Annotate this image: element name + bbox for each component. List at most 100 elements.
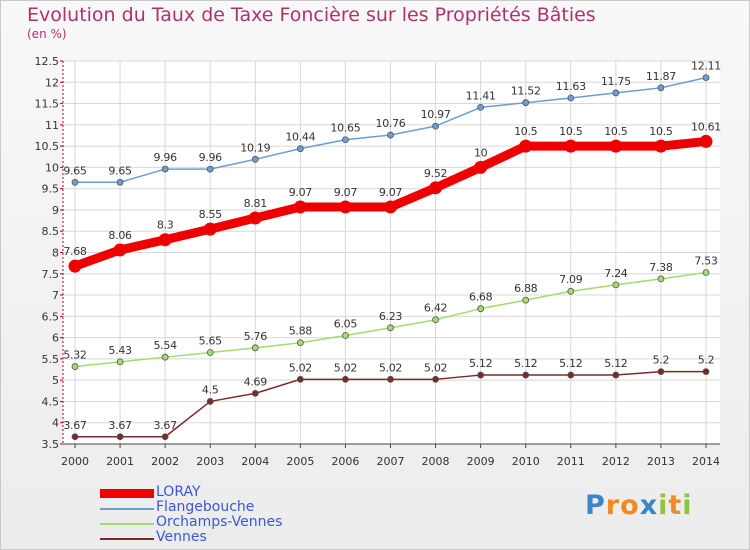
data-label: 8.3 <box>157 219 174 232</box>
data-label: 11.75 <box>601 75 631 88</box>
data-label: 7.53 <box>694 255 718 268</box>
data-label: 6.05 <box>334 317 358 330</box>
data-point <box>387 324 394 332</box>
x-tick-label: 2008 <box>422 455 450 468</box>
data-point <box>477 103 485 111</box>
data-label: 5.12 <box>559 357 582 370</box>
data-point <box>474 160 488 174</box>
chart-title: Evolution du Taux de Taxe Foncière sur l… <box>27 4 596 26</box>
data-label: 8.81 <box>244 197 267 210</box>
proxiti-logo: Proxiti <box>585 490 693 521</box>
data-point <box>116 433 124 441</box>
y-tick-label: 4 <box>52 417 59 430</box>
data-point <box>702 269 710 276</box>
data-point <box>522 296 530 304</box>
legend-label: Orchamps-Vennes <box>156 514 283 530</box>
data-point <box>342 375 349 383</box>
data-label: 10.61 <box>691 120 721 133</box>
data-point <box>432 316 439 324</box>
data-point <box>161 165 169 173</box>
data-point <box>251 389 259 397</box>
y-tick-label: 8 <box>52 247 59 260</box>
data-label: 12.11 <box>691 60 721 73</box>
data-point <box>206 165 214 173</box>
data-point <box>296 339 304 347</box>
y-tick-label: 12 <box>45 76 59 89</box>
data-point <box>387 131 394 139</box>
y-tick-label: 4.5 <box>42 395 60 408</box>
data-label: 5.12 <box>469 357 492 370</box>
y-tick-label: 9 <box>52 204 59 217</box>
data-point <box>564 139 578 153</box>
x-tick-label: 2000 <box>61 455 89 468</box>
data-label: 11.52 <box>511 85 541 98</box>
data-label: 8.06 <box>108 229 132 242</box>
data-label: 5.43 <box>108 344 132 357</box>
data-point <box>68 259 82 273</box>
data-point <box>609 139 623 153</box>
data-point <box>248 211 262 225</box>
data-label: 9.65 <box>63 164 87 177</box>
data-label: 4.5 <box>202 383 219 396</box>
logo-letter: o <box>620 490 640 521</box>
data-point <box>522 371 530 379</box>
data-label: 3.67 <box>153 419 177 432</box>
data-label: 6.68 <box>469 291 493 304</box>
data-label: 10.44 <box>285 131 315 144</box>
data-point <box>296 375 304 383</box>
x-tick-label: 2003 <box>196 455 224 468</box>
data-point <box>342 136 349 144</box>
data-label: 5.02 <box>334 361 357 374</box>
data-label: 5.02 <box>424 361 447 374</box>
logo-letter: P <box>585 490 606 521</box>
logo-letter: i <box>658 490 669 521</box>
data-point <box>702 368 710 376</box>
data-point <box>522 99 530 107</box>
x-tick-label: 2002 <box>151 455 179 468</box>
x-tick-label: 2014 <box>692 455 720 468</box>
data-point <box>161 433 169 441</box>
data-label: 5.12 <box>604 357 627 370</box>
legend-label: Flangebouche <box>156 499 255 515</box>
y-tick-label: 8.5 <box>42 225 60 238</box>
data-label: 5.2 <box>698 354 715 367</box>
data-point <box>203 222 217 236</box>
data-point <box>432 122 439 130</box>
legend-label: Vennes <box>156 529 207 545</box>
data-label: 5.2 <box>653 354 670 367</box>
data-label: 9.07 <box>289 186 313 199</box>
logo-letter: i <box>682 490 693 521</box>
x-tick-label: 2006 <box>331 455 359 468</box>
data-point <box>293 200 307 214</box>
data-point <box>612 371 620 379</box>
data-point <box>432 375 439 383</box>
data-point <box>161 353 169 361</box>
legend-swatch <box>100 523 154 525</box>
data-point <box>251 155 259 163</box>
data-label: 6.42 <box>424 302 447 315</box>
data-point <box>567 94 575 102</box>
data-label: 4.69 <box>244 375 268 388</box>
logo-letter: x <box>639 490 659 521</box>
data-label: 10.65 <box>330 122 360 135</box>
data-label: 8.55 <box>199 208 223 221</box>
data-label: 11.41 <box>466 89 496 102</box>
data-label: 9.96 <box>153 151 177 164</box>
y-tick-label: 10.5 <box>35 140 60 153</box>
data-point <box>567 287 575 295</box>
unit-label: (en %) <box>27 27 67 41</box>
data-label: 10.76 <box>376 117 406 130</box>
data-label: 9.96 <box>199 151 223 164</box>
data-point <box>71 363 79 370</box>
data-label: 3.67 <box>108 419 132 432</box>
data-point <box>113 243 127 257</box>
data-label: 5.54 <box>153 339 177 352</box>
data-point <box>116 358 124 366</box>
logo-letter: r <box>605 490 621 521</box>
y-tick-label: 7 <box>52 289 59 302</box>
data-point <box>519 139 533 153</box>
data-label: 7.09 <box>559 273 583 286</box>
legend-swatch <box>100 508 154 510</box>
data-point <box>657 275 665 283</box>
y-tick-label: 5.5 <box>42 353 60 366</box>
